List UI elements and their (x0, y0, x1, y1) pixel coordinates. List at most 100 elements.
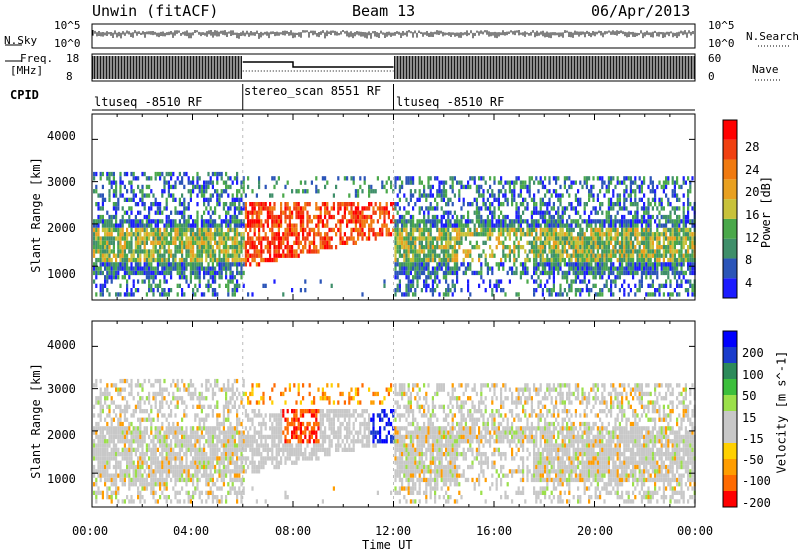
range-cell (555, 223, 558, 228)
range-cell (418, 180, 421, 185)
range-cell (119, 236, 122, 241)
range-cell (297, 206, 300, 211)
range-cell (269, 210, 272, 215)
range-cell (97, 206, 100, 211)
range-cell (161, 270, 164, 276)
range-cell (137, 223, 140, 228)
range-cell (99, 176, 102, 181)
range-cell (170, 253, 173, 258)
range-cell (550, 245, 553, 250)
range-cell (332, 227, 335, 233)
range-cell (115, 184, 118, 190)
range-cell (128, 245, 131, 250)
range-cell (621, 245, 624, 250)
range-cell (583, 245, 586, 250)
range-cell (357, 236, 360, 241)
range-cell (616, 227, 619, 233)
range-cell (229, 236, 232, 241)
range-cell (680, 279, 683, 284)
range-cell (533, 193, 536, 198)
range-cell (106, 421, 109, 427)
range-cell (654, 189, 657, 194)
range-cell (583, 180, 586, 185)
range-cell (627, 292, 630, 297)
range-cell (539, 249, 542, 254)
range-cell (603, 240, 606, 245)
range-cell (95, 443, 98, 448)
range-cell (442, 270, 445, 276)
range-cell (398, 176, 401, 181)
range-cell (511, 266, 514, 271)
range-cell (475, 219, 478, 224)
range-cell (412, 253, 415, 258)
range-cell (440, 245, 443, 250)
range-cell (346, 223, 349, 228)
range-cell (108, 434, 111, 440)
range-cell (110, 426, 113, 431)
range-cell (214, 171, 217, 177)
range-cell (687, 232, 690, 237)
range-cell (471, 270, 474, 276)
range-cell (515, 270, 518, 276)
range-cell (352, 180, 355, 185)
range-cell (548, 210, 551, 215)
range-cell (546, 232, 549, 237)
range-cell (577, 240, 580, 245)
range-cell (363, 232, 366, 237)
range-cell (310, 180, 313, 185)
range-cell (352, 240, 355, 245)
range-cell (541, 232, 544, 237)
range-cell (528, 232, 531, 237)
range-cell (407, 270, 410, 276)
range-cell (544, 266, 547, 271)
range-cell (306, 214, 309, 220)
range-cell (137, 262, 140, 267)
range-cell (643, 253, 646, 258)
range-cell (508, 257, 511, 263)
range-cell (462, 262, 465, 267)
range-cell (561, 219, 564, 224)
range-cell (548, 240, 551, 245)
range-cell (324, 236, 327, 241)
range-cell (643, 257, 646, 263)
range-cell (515, 292, 518, 297)
range-cell (478, 257, 481, 263)
range-cell (304, 206, 307, 211)
range-cell (513, 232, 516, 237)
range-cell (108, 266, 111, 271)
range-cell (579, 288, 582, 293)
range-cell (192, 292, 195, 297)
range-cell (403, 214, 406, 220)
range-cell (104, 236, 107, 241)
range-cell (634, 176, 637, 181)
range-cell (614, 245, 617, 250)
range-cell (462, 249, 465, 254)
range-cell (524, 266, 527, 271)
range-cell (315, 245, 318, 250)
range-cell (623, 180, 626, 185)
range-cell (643, 232, 646, 237)
range-cell (673, 253, 676, 258)
range-cell (684, 214, 687, 220)
range-cell (203, 202, 206, 207)
range-cell (581, 288, 584, 293)
range-cell (119, 227, 122, 233)
range-cell (640, 275, 643, 280)
range-cell (638, 219, 641, 224)
range-cell (236, 279, 239, 284)
range-cell (420, 227, 423, 233)
range-cell (665, 227, 668, 233)
range-cell (660, 270, 663, 276)
range-cell (623, 257, 626, 263)
range-cell (511, 223, 514, 228)
range-cell (522, 227, 525, 233)
range-cell (607, 275, 610, 280)
range-cell (163, 270, 166, 276)
range-cell (605, 236, 608, 241)
range-cell (172, 253, 175, 258)
range-cell (599, 232, 602, 237)
range-cell (198, 249, 201, 254)
range-cell (484, 180, 487, 185)
range-cell (141, 219, 144, 224)
range-cell (434, 176, 437, 181)
